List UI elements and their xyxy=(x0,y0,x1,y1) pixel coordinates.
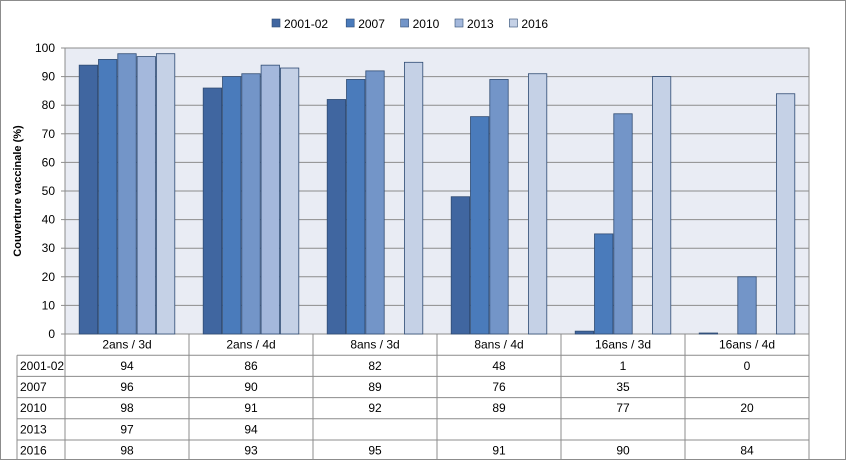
table-row-label-2007: 2007 xyxy=(20,380,47,394)
y-axis-ticks: 0 10 20 30 40 50 60 70 80 90 100 xyxy=(35,41,55,341)
bar-2001-02-2ans-3d xyxy=(78,64,98,335)
legend-label-2010: 2010 xyxy=(413,17,440,31)
y-tick-label-10: 10 xyxy=(42,298,56,312)
table-cell-2001-02-5: 0 xyxy=(744,359,751,373)
table-cell-2016-1: 93 xyxy=(244,444,258,458)
table-cell-2010-5: 20 xyxy=(740,401,754,415)
bar-2010-8ans-4d xyxy=(489,79,509,335)
category-label-4: 16ans / 3d xyxy=(595,338,651,352)
table-row-label-2001-02: 2001-02 xyxy=(20,359,64,373)
bar-2007-8ans-4d xyxy=(470,116,490,335)
legend-swatch-2016 xyxy=(509,18,518,28)
table-cell-2001-02-4: 1 xyxy=(620,359,627,373)
bars xyxy=(78,53,796,335)
legend-label-2001-02: 2001-02 xyxy=(284,17,328,31)
table-cell-2010-1: 91 xyxy=(244,401,258,415)
bar-2010-16ans-4d xyxy=(737,276,757,335)
table-row-label-2010: 2010 xyxy=(20,401,47,415)
legend-swatch-2001-02 xyxy=(271,18,281,28)
table-cell-2001-02-3: 48 xyxy=(492,359,506,373)
bar-2010-2ans-3d xyxy=(117,53,137,335)
bar-2016-16ans-3d xyxy=(652,76,672,335)
bar-2016-8ans-4d xyxy=(528,73,548,335)
y-tick-label-60: 60 xyxy=(42,155,56,169)
bar-2010-16ans-3d xyxy=(613,113,633,335)
bar-2001-02-8ans-4d xyxy=(450,196,471,335)
table-cell-2010-3: 89 xyxy=(492,401,506,415)
table-cell-2016-4: 90 xyxy=(616,444,630,458)
legend-swatch-2010 xyxy=(400,18,409,28)
table-row-label-2016: 2016 xyxy=(20,444,47,458)
bar-2001-02-2ans-4d xyxy=(202,87,222,335)
bar-2007-2ans-4d xyxy=(222,76,242,335)
category-label-2: 8ans / 3d xyxy=(350,338,399,352)
y-axis-label: Couverture vaccinale (%) xyxy=(12,125,24,257)
bar-2010-8ans-3d xyxy=(365,70,385,335)
category-label-1: 2ans / 4d xyxy=(226,338,275,352)
bar-2001-02-8ans-3d xyxy=(326,99,347,335)
bar-2007-16ans-3d xyxy=(594,233,614,335)
bar-2007-8ans-3d xyxy=(346,79,366,335)
bar-2001-02-16ans-4d xyxy=(698,332,719,335)
table-cell-2016-2: 95 xyxy=(368,444,382,458)
legend-swatch-2013 xyxy=(454,18,464,28)
bar-2010-2ans-4d xyxy=(241,73,261,335)
legend-label-2007: 2007 xyxy=(358,17,385,31)
table-cell-2007-0: 96 xyxy=(120,380,134,394)
bar-2013-2ans-3d xyxy=(136,56,156,335)
table-cell-2001-02-0: 94 xyxy=(120,359,134,373)
y-tick-label-30: 30 xyxy=(42,241,56,255)
legend: 2001-02 2007 2010 2013 2016 xyxy=(271,17,548,31)
bar-2007-2ans-3d xyxy=(98,59,118,335)
y-tick-label-90: 90 xyxy=(42,70,56,84)
table-cell-2010-2: 92 xyxy=(368,401,382,415)
category-label-5: 16ans / 4d xyxy=(719,338,775,352)
y-tick-label-20: 20 xyxy=(42,270,56,284)
y-tick-label-40: 40 xyxy=(42,213,56,227)
table-cell-2010-4: 77 xyxy=(616,401,630,415)
bar-2016-2ans-4d xyxy=(279,67,300,335)
bar-2016-8ans-3d xyxy=(403,61,424,335)
gridlines xyxy=(61,47,809,335)
data-table: 2ans / 3d 2ans / 4d 8ans / 3d 8ans / 4d 16an… xyxy=(16,334,810,460)
table-cell-2007-2: 89 xyxy=(368,380,382,394)
legend-label-2013: 2013 xyxy=(467,17,494,31)
y-tick-label-80: 80 xyxy=(42,98,56,112)
category-label-0: 2ans / 3d xyxy=(102,338,151,352)
y-tick-label-70: 70 xyxy=(42,127,56,141)
legend-label-2016: 2016 xyxy=(521,17,548,31)
table-cell-2007-1: 90 xyxy=(244,380,258,394)
table-cell-2016-5: 84 xyxy=(740,444,754,458)
y-tick-label-0: 0 xyxy=(48,327,55,341)
table-cell-2007-4: 35 xyxy=(616,380,630,394)
table-cell-2007-3: 76 xyxy=(492,380,506,394)
legend-swatch-2007 xyxy=(345,18,355,28)
category-label-3: 8ans / 4d xyxy=(474,338,523,352)
table-cell-2016-0: 98 xyxy=(120,444,134,458)
table-cell-2001-02-1: 86 xyxy=(244,359,258,373)
bar-2001-02-16ans-3d xyxy=(574,330,595,335)
table-row-label-2013: 2013 xyxy=(20,422,47,436)
bar-2016-16ans-4d xyxy=(776,93,796,335)
y-tick-label-100: 100 xyxy=(35,41,55,55)
y-tick-label-50: 50 xyxy=(42,184,56,198)
table-cell-2013-0: 97 xyxy=(120,422,134,436)
table-cell-2010-0: 98 xyxy=(120,401,134,415)
table-cell-2001-02-2: 82 xyxy=(368,359,382,373)
bar-2016-2ans-3d xyxy=(155,53,176,335)
table-cell-2013-1: 94 xyxy=(244,422,258,436)
table-cell-2016-3: 91 xyxy=(492,444,506,458)
bar-2013-2ans-4d xyxy=(260,64,280,335)
